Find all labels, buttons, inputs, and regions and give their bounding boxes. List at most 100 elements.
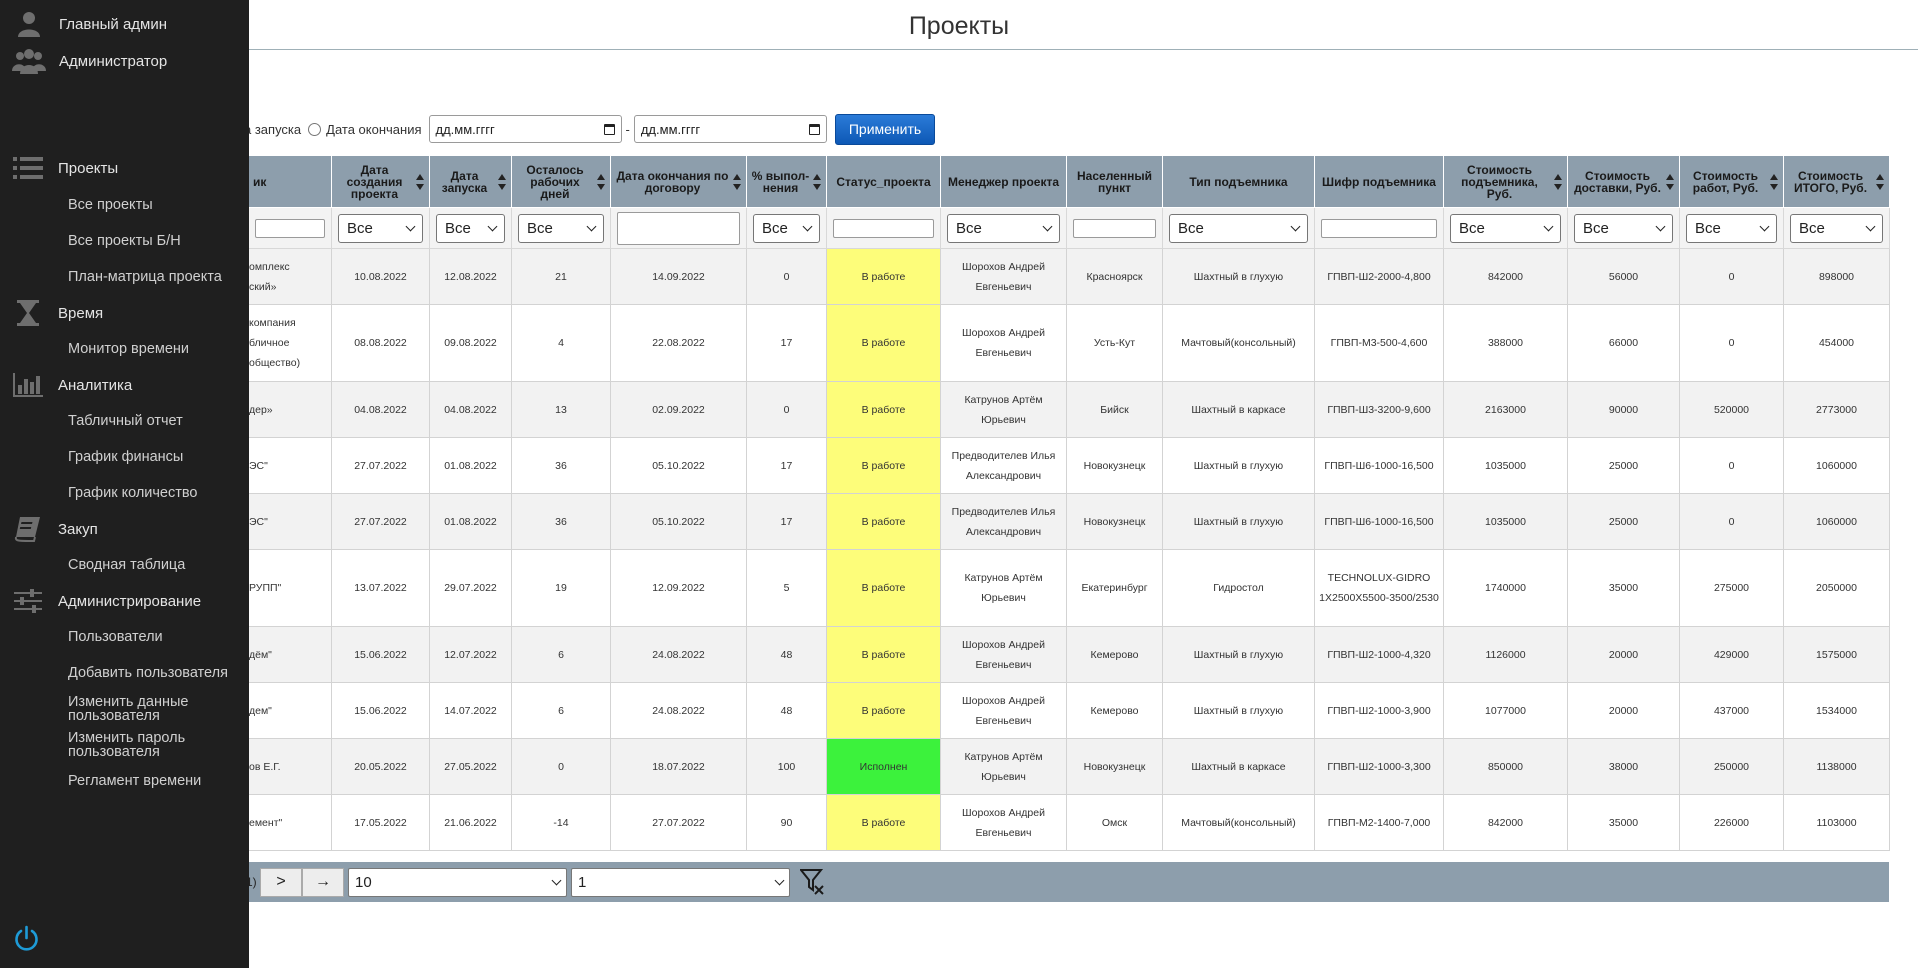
table-row[interactable]: ЭС" 27.07.2022 01.08.2022 36 05.10.2022 17 В р… bbox=[248, 493, 1890, 550]
sort-icon[interactable] bbox=[1666, 173, 1675, 190]
apply-button[interactable]: Применить bbox=[834, 113, 936, 145]
table-body: омплекс ский» 10.08.2022 12.08.2022 21 14.09… bbox=[248, 248, 1890, 851]
sidebar-item-add-user[interactable]: Добавить пользователя bbox=[68, 665, 228, 681]
sidebar-section-time[interactable]: Время bbox=[0, 300, 103, 326]
col-works-cost[interactable]: Стоимость работ, Руб. bbox=[1679, 155, 1784, 208]
filter-client-input[interactable] bbox=[255, 218, 325, 238]
next-page-button[interactable]: > bbox=[260, 867, 302, 897]
table-row[interactable]: ов Е.Г. 20.05.2022 27.05.2022 0 18.07.2022 10… bbox=[248, 738, 1890, 795]
sort-icon[interactable] bbox=[733, 173, 742, 190]
cell-code: ГПВП-Ш2-1000-3,300 bbox=[1314, 738, 1444, 795]
col-start[interactable]: Дата запуска bbox=[429, 155, 512, 208]
cell-client: дем" bbox=[248, 682, 332, 739]
page-number-select[interactable]: 1 bbox=[571, 867, 790, 897]
sidebar-section-admin[interactable]: Администрирование bbox=[0, 588, 201, 614]
sidebar-section-analytics[interactable]: Аналитика bbox=[0, 372, 132, 398]
table-row[interactable]: дем" 15.06.2022 14.07.2022 6 24.08.2022 48 В р… bbox=[248, 682, 1890, 739]
filter-start-select[interactable]: Все bbox=[436, 213, 505, 243]
filter-lift-cost-select[interactable]: Все bbox=[1450, 213, 1561, 243]
filter-lift-code-input[interactable] bbox=[1321, 218, 1437, 238]
col-end-date[interactable]: Дата окончания по договору bbox=[610, 155, 747, 208]
filter-status-input[interactable] bbox=[833, 218, 934, 238]
sidebar-item-all-projects[interactable]: Все проекты bbox=[68, 197, 153, 213]
cell-manager: Шорохов Андрей Евгеньевич bbox=[940, 794, 1067, 851]
sidebar-item-summary-table[interactable]: Сводная таблица bbox=[68, 557, 186, 573]
sort-icon[interactable] bbox=[597, 173, 606, 190]
sidebar-item-edit-user[interactable]: Изменить данные пользователя bbox=[68, 694, 189, 724]
filter-city-input[interactable] bbox=[1073, 218, 1156, 238]
col-city[interactable]: Населенный пункт bbox=[1066, 155, 1163, 208]
col-lift-code[interactable]: Шифр подъемника bbox=[1314, 155, 1444, 208]
sidebar-item-change-password[interactable]: Изменить пароль пользователя bbox=[68, 730, 186, 760]
sidebar-item-table-report[interactable]: Табличный отчет bbox=[68, 413, 183, 429]
filter-percent-select[interactable]: Все bbox=[753, 213, 820, 243]
sidebar-item-users[interactable]: Пользователи bbox=[68, 629, 163, 645]
calendar-icon[interactable] bbox=[808, 123, 820, 135]
table-row[interactable]: РУПП" 13.07.2022 29.07.2022 19 12.09.2022 5 В … bbox=[248, 549, 1890, 627]
col-percent[interactable]: % выпол-нения bbox=[746, 155, 827, 208]
col-status[interactable]: Статус_проекта bbox=[826, 155, 941, 208]
col-total-cost[interactable]: Стоимость ИТОГО, Руб. bbox=[1783, 155, 1890, 208]
sidebar-role[interactable]: Администратор bbox=[0, 47, 167, 75]
power-icon[interactable] bbox=[13, 925, 40, 952]
sort-icon[interactable] bbox=[1770, 173, 1779, 190]
table-row[interactable]: компания бличное общество) 08.08.2022 09.0… bbox=[248, 304, 1890, 382]
sidebar-item-all-projects-bn[interactable]: Все проекты Б/Н bbox=[68, 233, 181, 249]
date-to-input[interactable]: дд.мм.гггг bbox=[633, 115, 827, 143]
cell-created: 27.07.2022 bbox=[331, 437, 430, 494]
col-created[interactable]: Дата создания проекта bbox=[331, 155, 430, 208]
cell-client: ЭС" bbox=[248, 493, 332, 550]
cell-client: емент" bbox=[248, 794, 332, 851]
table-filter-row: Все Все Все Все Все Все Все Все Все Все bbox=[248, 207, 1890, 249]
sidebar-section-time-label: Время bbox=[58, 304, 104, 322]
cell-code: ГПВП-Ш6-1000-16,500 bbox=[1314, 493, 1444, 550]
sidebar-item-finance-chart[interactable]: График финансы bbox=[68, 449, 184, 465]
col-lift-cost[interactable]: Стоимость подъемника, Руб. bbox=[1443, 155, 1568, 208]
sort-icon[interactable] bbox=[813, 173, 822, 190]
table-row[interactable]: дер» 04.08.2022 04.08.2022 13 02.09.2022 0 В р… bbox=[248, 381, 1890, 438]
date-from-input[interactable]: дд.мм.гггг bbox=[428, 115, 622, 143]
filter-works-cost-select[interactable]: Все bbox=[1686, 213, 1777, 243]
cell-lift: 388000 bbox=[1443, 304, 1568, 382]
sort-icon[interactable] bbox=[1876, 173, 1885, 190]
table-row[interactable]: омплекс ский» 10.08.2022 12.08.2022 21 14.09… bbox=[248, 248, 1890, 305]
cell-delivery: 90000 bbox=[1567, 381, 1680, 438]
sidebar-item-time-regulation[interactable]: Регламент времени bbox=[68, 773, 202, 789]
calendar-icon[interactable] bbox=[603, 123, 615, 135]
sidebar-item-count-chart[interactable]: График количество bbox=[68, 485, 198, 501]
cell-code: ГПВП-Ш6-1000-16,500 bbox=[1314, 437, 1444, 494]
filter-lift-type-select[interactable]: Все bbox=[1169, 213, 1308, 243]
cell-works: 429000 bbox=[1679, 626, 1784, 683]
col-manager[interactable]: Менеджер проекта bbox=[940, 155, 1067, 208]
sidebar-user[interactable]: Главный админ bbox=[0, 10, 167, 38]
table-row[interactable]: емент" 17.05.2022 21.06.2022 -14 27.07.2022 9… bbox=[248, 794, 1890, 851]
sidebar-item-time-monitor[interactable]: Монитор времени bbox=[68, 341, 190, 357]
col-delivery-cost[interactable]: Стоимость доставки, Руб. bbox=[1567, 155, 1680, 208]
filter-city bbox=[1066, 207, 1163, 249]
table-row[interactable]: дём" 15.06.2022 12.07.2022 6 24.08.2022 48 В р… bbox=[248, 626, 1890, 683]
col-days-left[interactable]: Осталось рабочих дней bbox=[511, 155, 611, 208]
col-lift-type[interactable]: Тип подъемника bbox=[1162, 155, 1315, 208]
sidebar-item-plan-matrix[interactable]: План-матрица проекта bbox=[68, 269, 222, 285]
filter-clear-icon[interactable] bbox=[800, 868, 826, 896]
filter-days-left-select[interactable]: Все bbox=[518, 213, 604, 243]
filter-total-cost-select[interactable]: Все bbox=[1790, 213, 1883, 243]
cell-city: Красноярск bbox=[1066, 248, 1163, 305]
filter-manager-select[interactable]: Все bbox=[947, 213, 1060, 243]
radio-end-date[interactable] bbox=[308, 122, 322, 136]
filter-end-date-input[interactable] bbox=[617, 211, 740, 245]
sort-icon[interactable] bbox=[498, 173, 507, 190]
last-page-button[interactable]: → bbox=[302, 867, 344, 897]
filter-delivery-cost-select[interactable]: Все bbox=[1574, 213, 1673, 243]
page-size-select[interactable]: 10 bbox=[348, 867, 567, 897]
cell-code: ГПВП-Ш2-1000-4,320 bbox=[1314, 626, 1444, 683]
sort-icon[interactable] bbox=[1554, 173, 1563, 190]
sidebar-section-purchase[interactable]: Закуп bbox=[0, 516, 98, 542]
sidebar-section-projects[interactable]: Проекты bbox=[0, 155, 118, 181]
title-divider bbox=[249, 49, 1918, 50]
filter-created-select[interactable]: Все bbox=[338, 213, 423, 243]
col-client[interactable]: ик bbox=[248, 155, 332, 208]
sliders-icon bbox=[13, 588, 43, 614]
table-row[interactable]: ЭС" 27.07.2022 01.08.2022 36 05.10.2022 17 В р… bbox=[248, 437, 1890, 494]
sort-icon[interactable] bbox=[416, 173, 425, 190]
